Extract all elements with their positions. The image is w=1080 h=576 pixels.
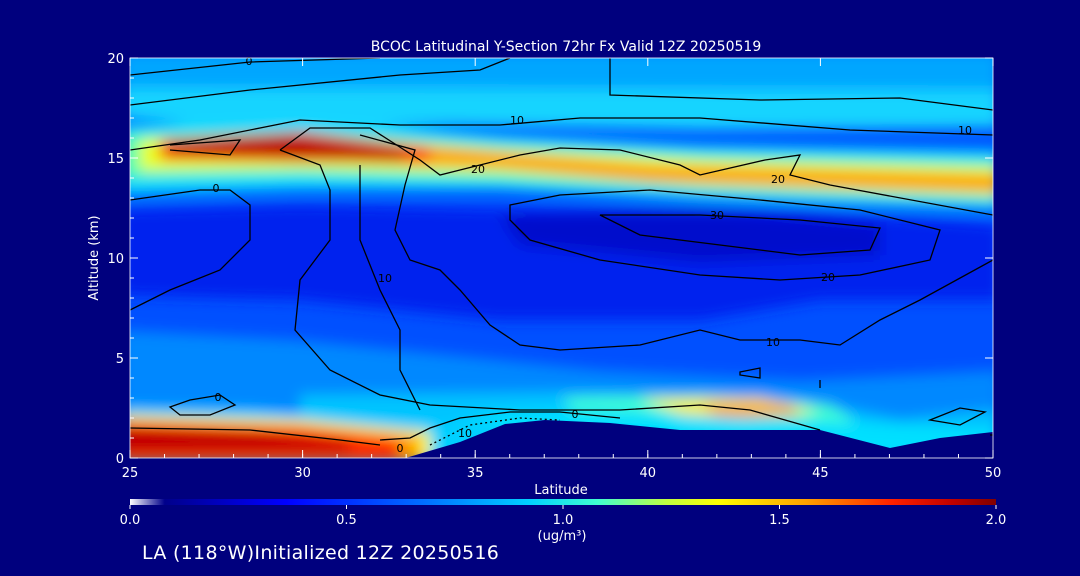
x-tick-label: 30 — [294, 466, 311, 481]
contour-lines — [130, 58, 993, 446]
colorbar-tick-label: 0.0 — [120, 513, 141, 528]
colorbar — [130, 499, 996, 505]
x-tick-label: 50 — [985, 466, 1002, 481]
colorbar-label: (ug/m³) — [538, 529, 587, 544]
contour-label: 10 — [958, 124, 972, 137]
y-tick-label: 15 — [107, 152, 124, 167]
x-tick-label: 35 — [467, 466, 484, 481]
contour-label: 0 — [246, 55, 253, 68]
axes: 25 30 35 40 45 50 0 5 10 15 20 — [107, 52, 1001, 481]
y-tick-label: 10 — [107, 252, 124, 267]
contour-label: 20 — [771, 173, 785, 186]
colorbar-tick-label: 0.5 — [336, 513, 357, 528]
contour-label: 10 — [378, 272, 392, 285]
x-tick-label: 40 — [640, 466, 657, 481]
y-tick-label: 0 — [116, 452, 124, 467]
chart-title: BCOC Latitudinal Y-Section 72hr Fx Valid… — [371, 39, 761, 55]
colorbar-ticks: 0.0 0.5 1.0 1.5 2.0 — [120, 505, 1007, 528]
footer-caption: LA (118°W)Initialized 12Z 20250516 — [142, 542, 500, 564]
contour-label: 30 — [710, 209, 724, 222]
y-axis-label: Altitude (km) — [87, 215, 102, 300]
contour-label: 10 — [458, 427, 472, 440]
contour-label: 0 — [215, 391, 222, 404]
y-tick-label: 20 — [107, 52, 124, 67]
contour-label: 0 — [213, 182, 220, 195]
contour-label: 0 — [572, 408, 579, 421]
contour-label: 20 — [471, 163, 485, 176]
contour-label: 10 — [510, 114, 524, 127]
y-tick-label: 5 — [116, 352, 124, 367]
colorbar-tick-label: 1.5 — [769, 513, 790, 528]
terrain-mask — [405, 420, 993, 458]
colorbar-tick-label: 2.0 — [986, 513, 1007, 528]
contour-label: 0 — [397, 442, 404, 455]
colorbar-tick-label: 1.0 — [553, 513, 574, 528]
x-tick-label: 45 — [812, 466, 829, 481]
contour-label: 10 — [766, 336, 780, 349]
contour-label: 20 — [821, 271, 835, 284]
contour-labels: 0 10 20 30 20 10 0 20 10 10 0 0 10 0 — [213, 55, 973, 455]
x-tick-label: 25 — [122, 466, 139, 481]
x-axis-label: Latitude — [534, 483, 588, 498]
heatmap-field — [130, 58, 993, 458]
